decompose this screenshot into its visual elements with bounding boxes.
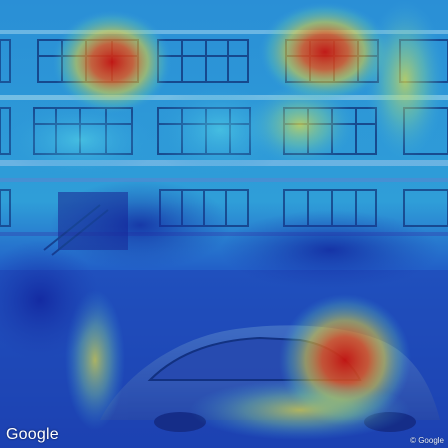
copyright-notice: © Google [410, 436, 444, 445]
google-logo: Google [6, 426, 59, 443]
attention-heatmap [0, 0, 445, 440]
